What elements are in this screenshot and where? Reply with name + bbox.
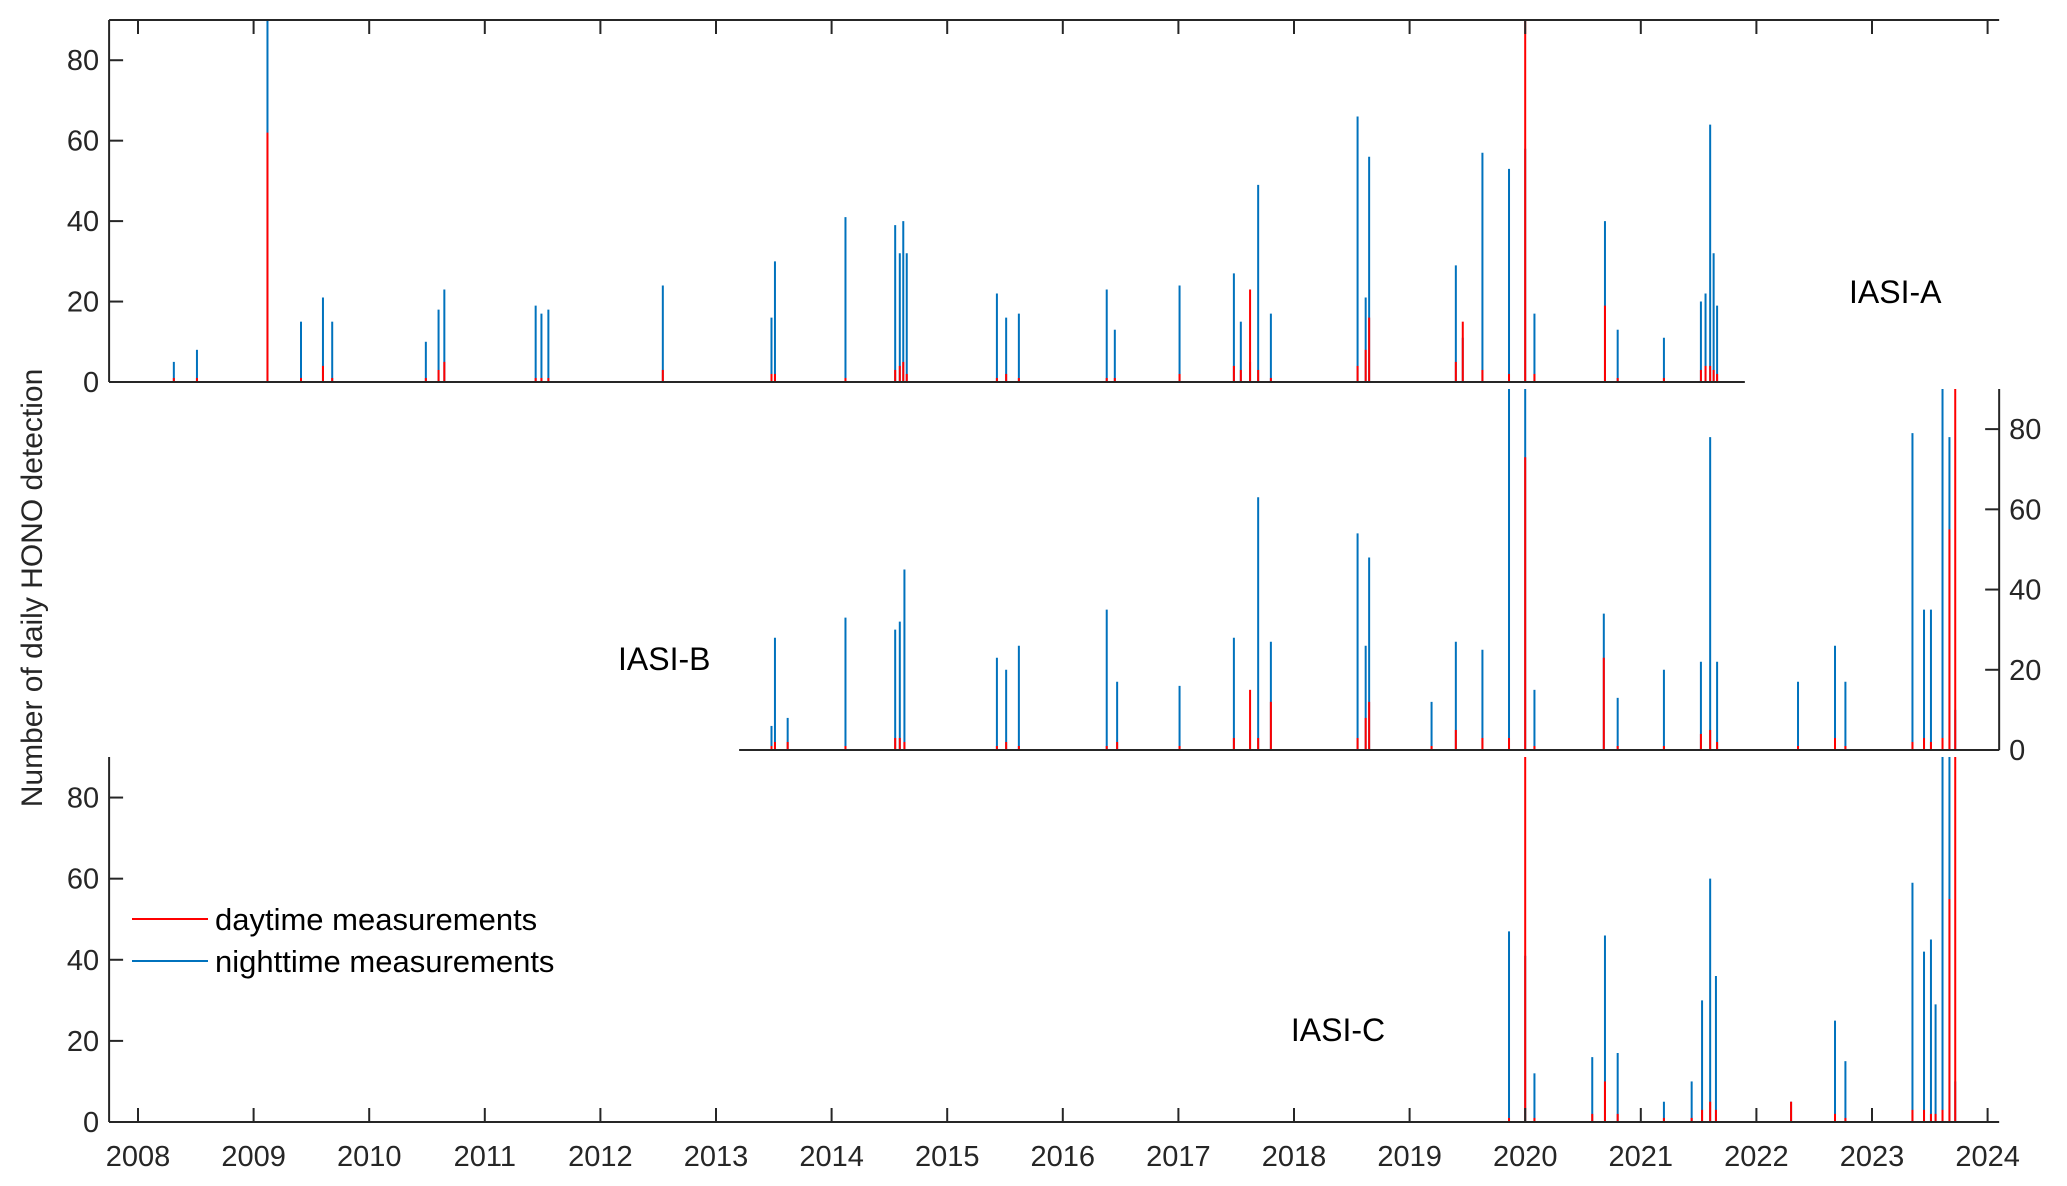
panel-iasi-a: 0 20 40 60 80: [67, 19, 2000, 399]
panel-iasi-b: 0 20 40 60 80: [739, 389, 2041, 767]
legend: daytime measurements nighttime measureme…: [132, 902, 554, 979]
x-tick-label: 2008: [106, 1141, 171, 1173]
x-tick-label: 2014: [799, 1141, 864, 1173]
y-tick-label: 40: [67, 206, 99, 238]
x-tick-label: 2016: [1031, 1141, 1096, 1173]
y-tick-label: 40: [67, 945, 99, 977]
x-tick-label: 2015: [915, 1141, 980, 1173]
y-tick-label: 40: [2009, 575, 2041, 607]
x-tick-label: 2022: [1724, 1141, 1789, 1173]
x-tick-label: 2012: [568, 1141, 633, 1173]
panel-label-iasi-c: IASI-C: [1291, 1012, 1385, 1048]
x-tick-label: 2019: [1377, 1141, 1442, 1173]
panel-label-iasi-b: IASI-B: [618, 641, 710, 677]
y-tick-label: 20: [67, 1026, 99, 1058]
panel-label-iasi-a: IASI-A: [1849, 274, 1942, 310]
y-tick-label: 0: [2009, 735, 2025, 767]
x-tick-label: 2021: [1609, 1141, 1674, 1173]
x-tick-label: 2024: [1955, 1141, 2020, 1173]
y-tick-label: 80: [67, 783, 99, 815]
x-tick-label: 2013: [684, 1141, 749, 1173]
x-tick-label: 2018: [1262, 1141, 1327, 1173]
panel-iasi-c: 0 20 40 60 80 2008 2009 2010 2011 2012 2013 2014 201…: [67, 757, 2020, 1173]
y-tick-label: 80: [67, 45, 99, 77]
y-tick-label: 60: [2009, 494, 2041, 526]
x-tick-label: 2011: [454, 1141, 516, 1173]
x-tick-label: 2023: [1840, 1141, 1905, 1173]
x-tick-label: 2009: [221, 1141, 286, 1173]
y-tick-label: 20: [2009, 655, 2041, 687]
legend-daytime-label: daytime measurements: [215, 902, 537, 937]
x-tick-label: 2020: [1493, 1141, 1558, 1173]
y-tick-label: 60: [67, 126, 99, 158]
y-tick-label: 0: [83, 1107, 99, 1139]
y-tick-label: 0: [83, 367, 99, 399]
y-axis-label: Number of daily HONO detection: [16, 369, 49, 808]
y-tick-label: 60: [67, 864, 99, 896]
x-tick-label: 2017: [1146, 1141, 1211, 1173]
y-tick-label: 20: [67, 287, 99, 319]
y-tick-label: 80: [2009, 414, 2041, 446]
x-tick-label: 2010: [337, 1141, 402, 1173]
legend-nighttime-label: nighttime measurements: [215, 944, 554, 979]
